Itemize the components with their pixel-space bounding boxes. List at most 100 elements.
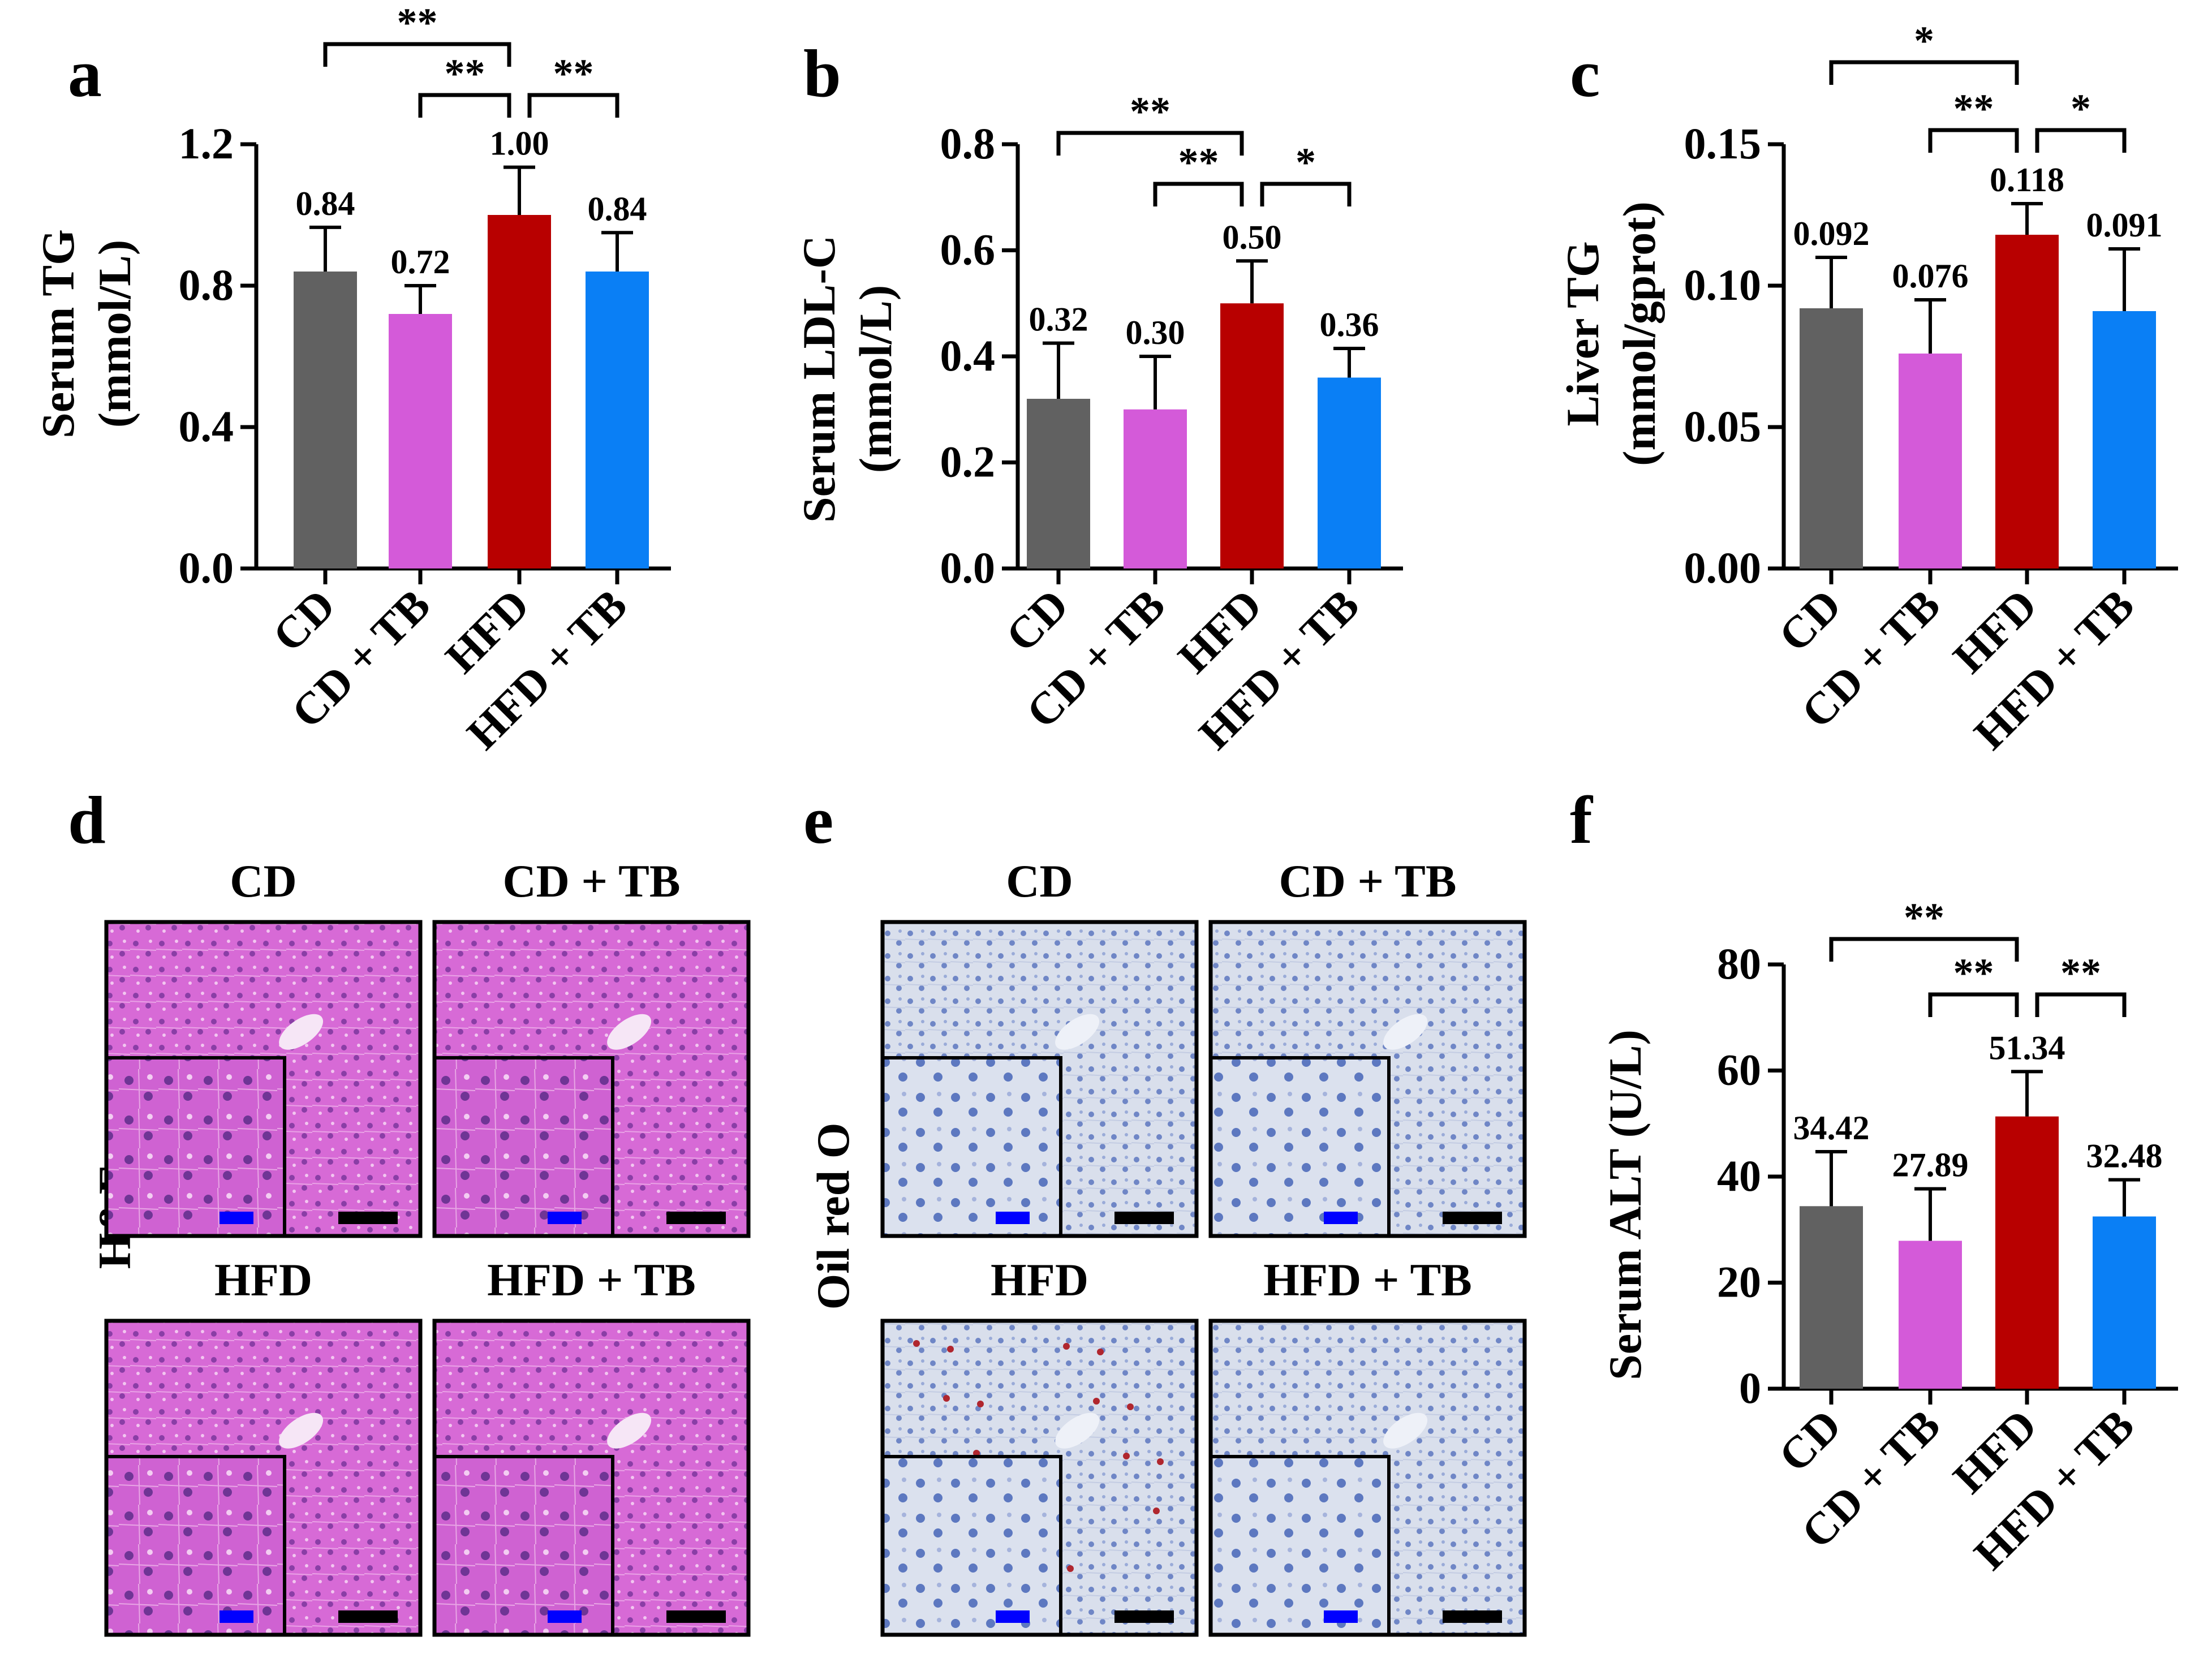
bar-hfd (1220, 303, 1284, 568)
significance-bracket (2035, 992, 2127, 1017)
inset-image (105, 1455, 286, 1636)
y-tick-label: 0.4 (940, 331, 996, 380)
inset-scale-bar (220, 1212, 253, 1224)
micrograph-title: CD + TB (502, 855, 680, 907)
bar-cd (1027, 399, 1090, 568)
vessel-lumen (1055, 1014, 1100, 1050)
y-tick-label: 0.4 (179, 402, 234, 451)
y-tick-label: 0.0 (179, 543, 234, 592)
x-tick-label: CD (264, 580, 345, 662)
data-label: 27.89 (1892, 1147, 1969, 1184)
data-label: 0.092 (1793, 215, 1870, 252)
panel-label-f: f (1570, 782, 1594, 858)
lipid-droplet (943, 1395, 950, 1402)
significance-label: ** (1953, 86, 1994, 131)
panel-label-b: b (803, 36, 841, 111)
scale-bar (338, 1212, 398, 1224)
micrograph-title: CD + TB (1279, 855, 1456, 907)
y-axis-label: Serum LDL-C (793, 235, 845, 523)
scale-bar (666, 1212, 726, 1224)
bar-hfd-plus-tb (1318, 377, 1381, 568)
lipid-droplet (1067, 1565, 1074, 1572)
y-tick-label: 80 (1717, 939, 1761, 988)
y-tick-label: 0.10 (1684, 260, 1762, 309)
chart-panel-c: c 0.00 0.05 0.10 0.15 Liver TG (mmol/gprot) 0.0… (1557, 18, 2178, 759)
data-label: 51.34 (1989, 1029, 2065, 1066)
y-tick-label: 0.15 (1684, 119, 1762, 168)
data-label: 0.32 (1029, 301, 1088, 338)
y-tick-label: 0.8 (179, 260, 234, 309)
inset-scale-bar (996, 1212, 1030, 1224)
lipid-droplet (1123, 1453, 1130, 1459)
lipid-droplet (913, 1340, 920, 1347)
y-axis-label: (mmol/L) (850, 285, 901, 473)
scale-bar (1114, 1610, 1174, 1623)
data-label: 0.84 (296, 185, 355, 222)
data-label: 0.50 (1223, 218, 1282, 256)
micrograph-title: HFD (214, 1254, 312, 1306)
bar-hfd-plus-tb (586, 272, 649, 568)
micrograph-frame (432, 920, 751, 1238)
data-label: 32.48 (2086, 1138, 2163, 1175)
lipid-droplet (1153, 1507, 1160, 1514)
micrograph-title: HFD + TB (487, 1254, 696, 1306)
y-tick-label: 0.8 (940, 119, 996, 168)
bar-cd-plus-tb (1124, 409, 1187, 568)
micrograph-frame (104, 920, 423, 1238)
significance-bracket (418, 93, 511, 118)
data-label: 0.118 (1990, 161, 2064, 199)
significance-bracket (1260, 182, 1352, 206)
significance-bracket (1829, 937, 2019, 962)
micrograph-frame (1208, 1319, 1527, 1637)
vessel-lumen (1383, 1014, 1428, 1050)
bar-cd-plus-tb (1899, 354, 1962, 568)
panel-label-d: d (68, 782, 106, 858)
data-label: 0.84 (588, 190, 647, 227)
data-label: 0.72 (391, 243, 450, 281)
significance-label: ** (553, 51, 594, 96)
data-label: 0.091 (2086, 206, 2163, 244)
chart-panel-b: b 0.0 0.2 0.4 0.6 0.8 Serum LDL-C (mmol/L) 0.32 C… (793, 36, 1403, 759)
lipid-droplet (977, 1401, 984, 1407)
y-axis-label: Serum ALT (U/L) (1599, 1030, 1651, 1380)
y-tick-label: 0.05 (1684, 402, 1762, 451)
y-tick-label: 60 (1717, 1045, 1761, 1095)
bar-cd-plus-tb (1899, 1240, 1962, 1389)
y-tick-label: 0.0 (940, 543, 996, 592)
significance-bracket (323, 42, 511, 67)
significance-bracket (1829, 60, 2019, 85)
inset-image (105, 1056, 286, 1238)
significance-label: ** (397, 0, 438, 45)
data-label: 34.42 (1793, 1109, 1870, 1147)
vessel-lumen (1383, 1412, 1428, 1449)
inset-image (881, 1455, 1062, 1636)
bar-cd (294, 272, 357, 568)
bar-cd-plus-tb (389, 314, 452, 568)
significance-label: * (1914, 18, 1934, 63)
x-tick-label: CD (997, 580, 1078, 662)
scale-bar (338, 1610, 398, 1623)
lipid-droplet (1097, 1349, 1104, 1355)
scale-bar (1443, 1610, 1502, 1623)
significance-bracket (1153, 182, 1244, 206)
bar-cd (1800, 1206, 1863, 1389)
micrograph-frame (880, 920, 1199, 1238)
micrograph-title: HFD (991, 1254, 1088, 1306)
panel-label-e: e (803, 782, 833, 858)
data-label: 0.30 (1126, 314, 1185, 351)
lipid-droplet (1127, 1403, 1134, 1410)
y-axis-label: Serum TG (32, 229, 84, 438)
lipid-droplet (1093, 1398, 1100, 1405)
significance-label: ** (1178, 140, 1219, 185)
y-tick-label: 20 (1717, 1257, 1761, 1307)
inset-scale-bar (1324, 1610, 1358, 1623)
inset-scale-bar (996, 1610, 1030, 1623)
y-tick-label: 1.2 (179, 119, 234, 168)
vessel-lumen (279, 1412, 324, 1449)
y-tick-label: 0 (1739, 1363, 1761, 1412)
inset-scale-bar (220, 1610, 253, 1623)
significance-bracket (1056, 131, 1244, 156)
